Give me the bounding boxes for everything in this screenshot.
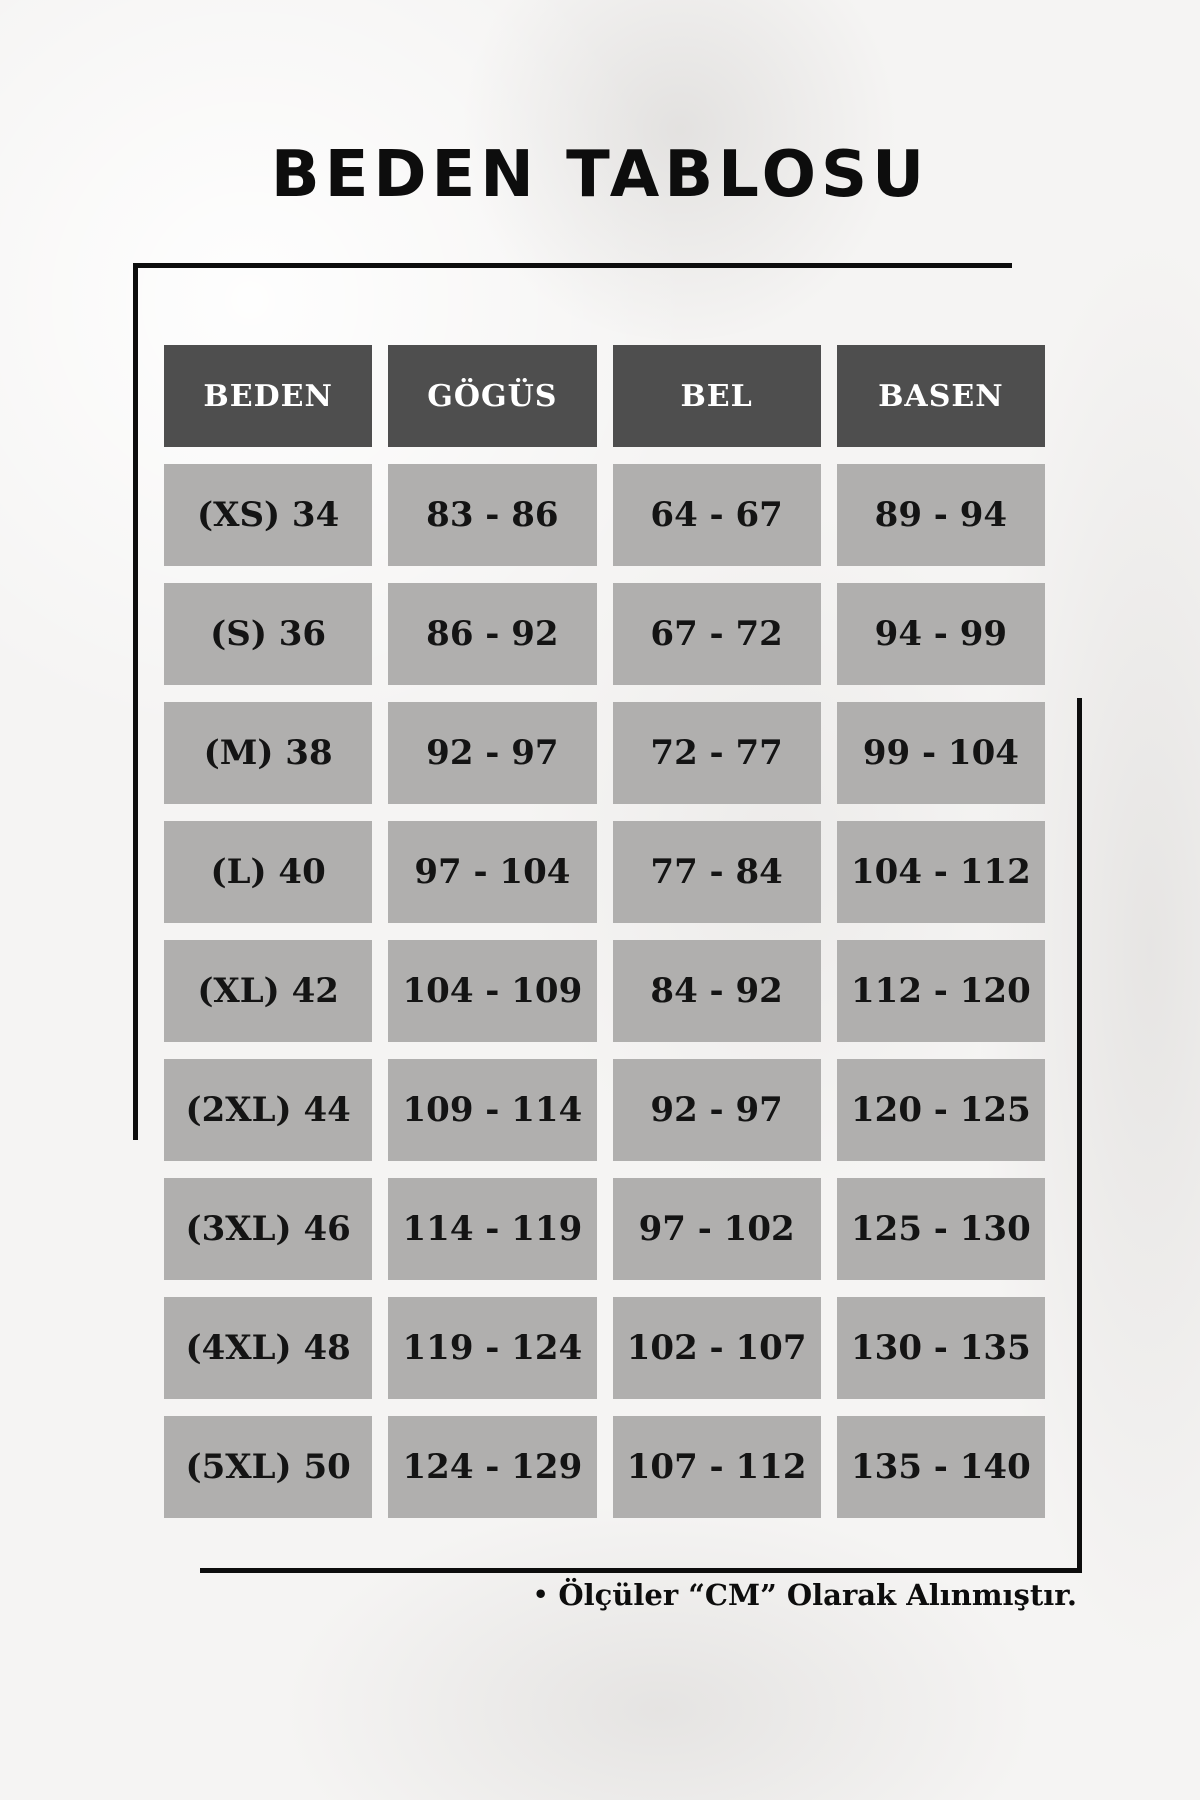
- table-cell-waist: 64 - 67: [612, 464, 821, 566]
- table-cell-size: (3XL) 46: [164, 1178, 373, 1280]
- table-cell-hip: 125 - 130: [836, 1178, 1045, 1280]
- table-cell-waist: 84 - 92: [612, 940, 821, 1042]
- table-cell-hip: 94 - 99: [836, 583, 1045, 685]
- column-header-beden: BEDEN: [164, 345, 373, 447]
- table-cell-waist: 77 - 84: [612, 821, 821, 923]
- table-cell-chest: 119 - 124: [388, 1297, 597, 1399]
- table-cell-hip: 99 - 104: [836, 702, 1045, 804]
- page-title: BEDEN TABLOSU: [270, 138, 930, 212]
- table-cell-size: (XS) 34: [164, 464, 373, 566]
- table-cell-hip: 120 - 125: [836, 1059, 1045, 1161]
- table-cell-waist: 72 - 77: [612, 702, 821, 804]
- table-cell-waist: 102 - 107: [612, 1297, 821, 1399]
- table-cell-chest: 114 - 119: [388, 1178, 597, 1280]
- table-cell-hip: 135 - 140: [836, 1416, 1045, 1518]
- column-header-gogus: GÖGÜS: [388, 345, 597, 447]
- measurement-note-text: Ölçüler “CM” Olarak Alınmıştır.: [558, 1578, 1077, 1612]
- table-cell-chest: 124 - 129: [388, 1416, 597, 1518]
- table-cell-size: (4XL) 48: [164, 1297, 373, 1399]
- table-cell-waist: 107 - 112: [612, 1416, 821, 1518]
- size-table: BEDEN GÖGÜS BEL BASEN (XS) 34 83 - 86 64…: [164, 345, 1045, 1518]
- table-cell-hip: 104 - 112: [836, 821, 1045, 923]
- table-cell-chest: 109 - 114: [388, 1059, 597, 1161]
- column-header-bel: BEL: [612, 345, 821, 447]
- table-cell-size: (5XL) 50: [164, 1416, 373, 1518]
- table-cell-hip: 112 - 120: [836, 940, 1045, 1042]
- table-cell-size: (XL) 42: [164, 940, 373, 1042]
- table-cell-hip: 89 - 94: [836, 464, 1045, 566]
- table-cell-chest: 92 - 97: [388, 702, 597, 804]
- table-cell-waist: 97 - 102: [612, 1178, 821, 1280]
- table-cell-waist: 67 - 72: [612, 583, 821, 685]
- table-cell-size: (S) 36: [164, 583, 373, 685]
- bullet-icon: •: [533, 1580, 549, 1609]
- column-header-basen: BASEN: [836, 345, 1045, 447]
- table-cell-chest: 83 - 86: [388, 464, 597, 566]
- table-cell-chest: 86 - 92: [388, 583, 597, 685]
- table-cell-chest: 104 - 109: [388, 940, 597, 1042]
- measurement-note: • Ölçüler “CM” Olarak Alınmıştır.: [533, 1578, 1077, 1612]
- table-cell-waist: 92 - 97: [612, 1059, 821, 1161]
- table-cell-size: (2XL) 44: [164, 1059, 373, 1161]
- table-cell-size: (L) 40: [164, 821, 373, 923]
- table-cell-size: (M) 38: [164, 702, 373, 804]
- table-cell-chest: 97 - 104: [388, 821, 597, 923]
- table-cell-hip: 130 - 135: [836, 1297, 1045, 1399]
